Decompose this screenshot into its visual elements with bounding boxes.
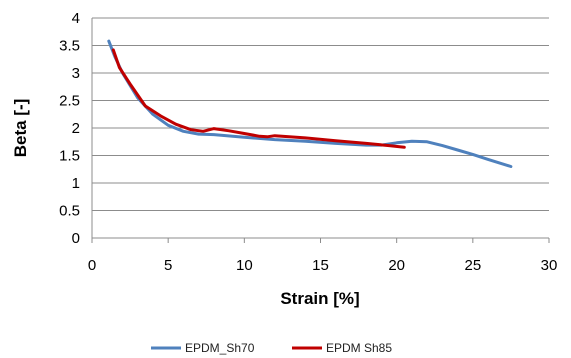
x-tick-labels: 0 5 10 15 20 25 30 — [88, 257, 558, 274]
x-tick-label: 5 — [164, 257, 172, 274]
series-lines — [107, 39, 513, 168]
y-tick-label: 2.5 — [59, 93, 80, 110]
y-tick-label: 0 — [72, 230, 80, 247]
y-tick-label: 1.5 — [59, 148, 80, 165]
x-tick-label: 0 — [88, 257, 96, 274]
gridlines — [92, 17, 549, 239]
y-tick-label: 0.5 — [59, 203, 80, 220]
x-tick-label: 20 — [388, 257, 405, 274]
x-tick-label: 15 — [312, 257, 329, 274]
legend: EPDM_Sh70 EPDM Sh85 — [151, 341, 392, 355]
x-tick-label: 10 — [236, 257, 253, 274]
series-line-1 — [107, 39, 513, 168]
x-tick-label: 30 — [541, 257, 558, 274]
y-tick-label: 2 — [72, 120, 80, 137]
x-axis-title: Strain [%] — [280, 289, 359, 308]
x-tick-label: 25 — [464, 257, 481, 274]
series-line-2 — [111, 48, 406, 149]
legend-label: EPDM Sh85 — [326, 341, 392, 355]
y-tick-label: 3.5 — [59, 38, 80, 55]
y-tick-label: 3 — [72, 65, 80, 82]
y-tick-label: 1 — [72, 175, 80, 192]
y-axis-title: Beta [-] — [11, 99, 30, 158]
legend-label: EPDM_Sh70 — [185, 341, 255, 355]
axes — [91, 18, 550, 243]
y-tick-labels: 0 0.5 1 1.5 2 2.5 3 3.5 4 — [59, 10, 80, 247]
y-tick-label: 4 — [72, 10, 80, 27]
